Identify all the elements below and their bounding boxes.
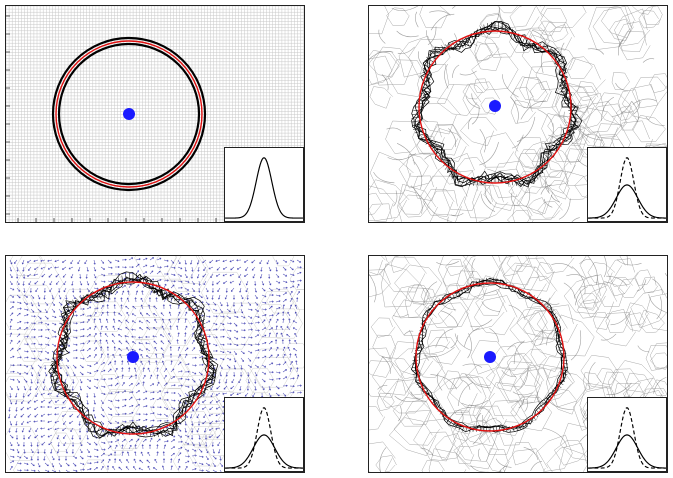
reference-circle [415, 282, 565, 432]
inset-curve-area [225, 157, 303, 219]
interface-contour [48, 271, 219, 439]
solid-distribution-curve [225, 157, 303, 219]
dashed-distribution-curve [588, 157, 666, 219]
panel-mesh-refined [368, 255, 668, 473]
inset-distribution-plot [224, 147, 304, 222]
panel-mesh-deformed [368, 5, 668, 223]
interface-contour [51, 36, 207, 192]
panel-grid-regular [5, 5, 305, 223]
contour-line [416, 21, 579, 185]
contour-line [414, 280, 565, 430]
center-marker [123, 108, 135, 120]
inner-contour [57, 42, 201, 186]
inset-distribution-plot [587, 147, 667, 222]
center-marker [489, 100, 501, 112]
inset-curve-area [225, 407, 303, 469]
contour-line [48, 275, 215, 439]
reference-circle [55, 40, 203, 188]
interface-contour [411, 21, 583, 188]
panel-plot-area [6, 256, 304, 472]
solid-distribution-curve [225, 434, 303, 469]
dashed-distribution-curve [588, 407, 666, 469]
outer-contour [51, 36, 207, 192]
reference-circle [56, 281, 210, 435]
contour-line [50, 271, 219, 439]
panel-vector-field [5, 255, 305, 473]
center-marker [127, 351, 139, 363]
solid-distribution-curve [588, 434, 666, 469]
solid-distribution-curve [588, 184, 666, 219]
contour-line [416, 283, 564, 430]
contour-line [54, 280, 214, 431]
reference-circle [418, 30, 572, 184]
panel-plot-area [369, 256, 667, 472]
inset-distribution-plot [224, 397, 304, 472]
dashed-distribution-curve [225, 407, 303, 469]
interface-contour [410, 277, 569, 433]
inset-distribution-plot [587, 397, 667, 472]
inset-curve-area [588, 407, 666, 469]
contour-line [415, 27, 577, 183]
vector-field [6, 256, 304, 472]
center-marker [484, 351, 496, 363]
inset-curve-area [588, 157, 666, 219]
